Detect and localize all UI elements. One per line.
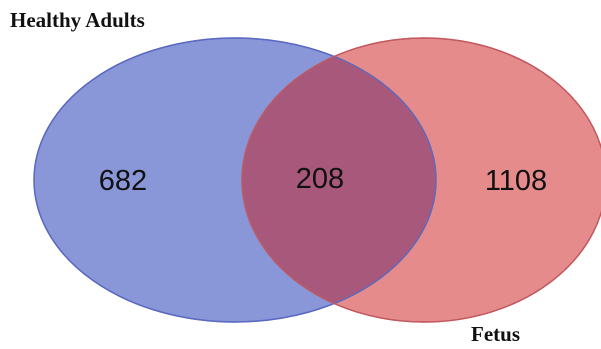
- set-label-fetus: Fetus: [471, 322, 520, 346]
- set-label-healthy-adults: Healthy Adults: [10, 8, 145, 32]
- count-intersection: 208: [296, 163, 344, 195]
- outline-healthy-adults: [33, 37, 437, 323]
- outline-fetus: [241, 37, 601, 323]
- count-fetus-only: 1108: [485, 165, 547, 197]
- count-healthy-adults-only: 682: [99, 165, 147, 197]
